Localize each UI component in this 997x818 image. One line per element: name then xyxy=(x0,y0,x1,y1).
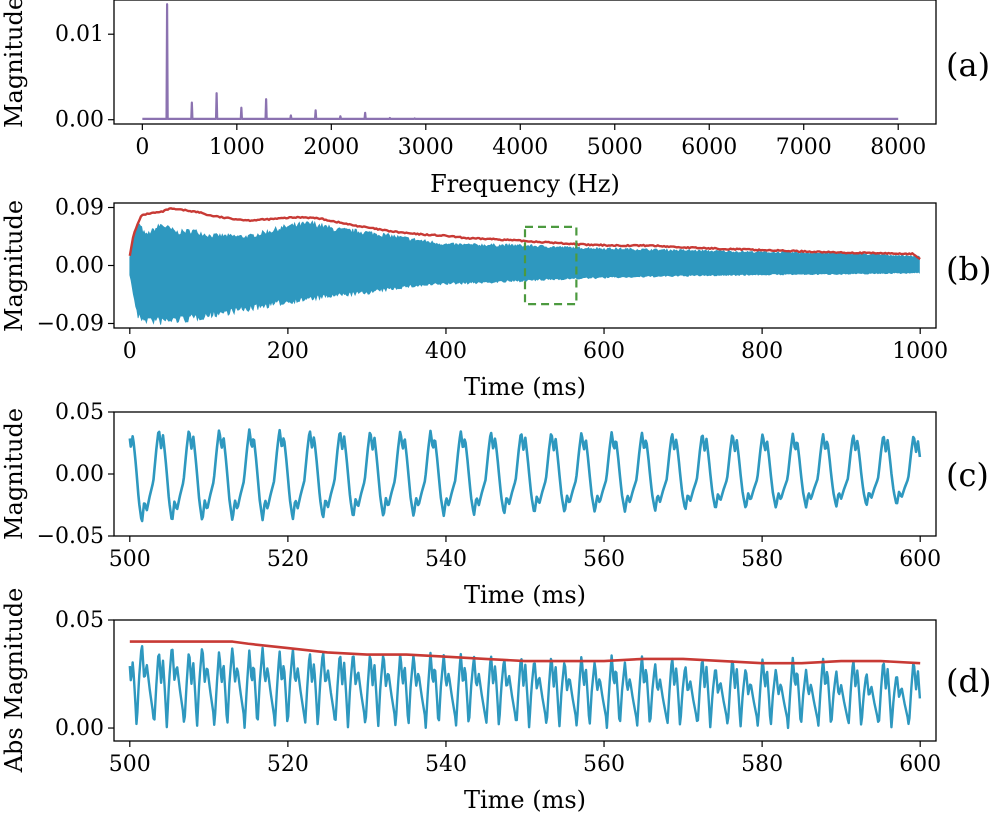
panel-a-xtick-label: 0 xyxy=(135,135,149,160)
panel-d-ylabel: Abs Magnitude xyxy=(0,588,28,774)
panel-c-xtick-label: 500 xyxy=(109,547,151,572)
spectrum-line xyxy=(142,3,899,120)
panel-b-xtick-label: 200 xyxy=(267,339,309,364)
abs-signal-line xyxy=(128,644,922,730)
panel-a-ylabel: Magnitude xyxy=(0,0,28,128)
panel-a-xtick-label: 1000 xyxy=(209,135,265,160)
panel-c-frame xyxy=(113,411,937,537)
panel-d-marks xyxy=(128,640,922,730)
panel-b-label: (b) xyxy=(946,250,991,288)
panel-a-xtick-label: 6000 xyxy=(681,135,737,160)
panel-c-ticks: 500 520 540 560 580 600 −0.05 0.00 0.05 xyxy=(37,400,942,572)
panel-c-xtick-label: 580 xyxy=(741,547,783,572)
panel-b-ytick-label: −0.09 xyxy=(37,311,104,336)
panel-c-zoomed-signal: 500 520 540 560 580 600 −0.05 0.00 0.05 Time (ms… xyxy=(0,400,989,609)
zoomed-signal-line xyxy=(128,428,922,523)
panel-c-xtick-label: 540 xyxy=(425,547,467,572)
panel-b-waveform: 0 200 400 600 800 1000 −0.09 0.00 0.09 Time (ms)… xyxy=(0,196,991,401)
panel-b-ytick-label: 0.09 xyxy=(55,196,104,221)
panel-d-label: (d) xyxy=(946,662,991,700)
panel-c-marks xyxy=(128,428,922,523)
panel-c-ytick-label: −0.05 xyxy=(37,524,104,549)
panel-c-ytick-label: 0.05 xyxy=(55,400,104,425)
panel-d-xtick-label: 560 xyxy=(583,752,625,777)
panel-c-xlabel: Time (ms) xyxy=(464,581,586,609)
panel-d-xtick-label: 540 xyxy=(425,752,467,777)
panel-d-xtick-label: 580 xyxy=(741,752,783,777)
panel-a-xtick-label: 3000 xyxy=(398,135,454,160)
panel-d-frame xyxy=(113,619,937,742)
panel-c-ylabel: Magnitude xyxy=(0,408,28,540)
waveform-envelope xyxy=(128,207,921,261)
panel-c-xtick-label: 560 xyxy=(583,547,625,572)
panel-b-ylabel: Magnitude xyxy=(0,200,28,332)
panel-a-marks xyxy=(142,3,899,120)
panel-b-xtick-label: 400 xyxy=(425,339,467,364)
panel-a-ytick-label: 0.00 xyxy=(55,108,104,133)
panel-d-ytick-label: 0.00 xyxy=(55,716,104,741)
panel-a-frame xyxy=(113,0,937,125)
panel-c-xtick-label: 600 xyxy=(899,547,941,572)
panel-a-xtick-label: 5000 xyxy=(587,135,643,160)
panel-a-spectrum: 0 1000 2000 3000 4000 5000 6000 7000 8000 0.00 0.0… xyxy=(0,0,990,198)
panel-d-ytick-label: 0.05 xyxy=(55,608,104,633)
abs-envelope-line xyxy=(129,640,921,665)
panel-b-xtick-label: 800 xyxy=(741,339,783,364)
panel-a-xtick-label: 8000 xyxy=(870,135,926,160)
panel-c-ytick-label: 0.00 xyxy=(55,462,104,487)
panel-b-xtick-label: 1000 xyxy=(892,339,948,364)
panel-d-xtick-label: 500 xyxy=(109,752,151,777)
panel-a-xtick-label: 2000 xyxy=(303,135,359,160)
panel-b-marks xyxy=(128,207,921,325)
panel-a-xtick-label: 7000 xyxy=(776,135,832,160)
panel-d-ticks: 500 520 540 560 580 600 0.00 0.05 xyxy=(55,608,941,777)
panel-a-xtick-label: 4000 xyxy=(492,135,548,160)
panel-a-ytick-label: 0.01 xyxy=(55,22,104,47)
panel-b-ticks: 0 200 400 600 800 1000 −0.09 0.00 0.09 xyxy=(37,196,949,364)
panel-b-xtick-label: 600 xyxy=(583,339,625,364)
panel-a-label: (a) xyxy=(946,46,990,84)
panel-a-ticks: 0 1000 2000 3000 4000 5000 6000 7000 8000 0.00 0.0… xyxy=(55,22,926,160)
panel-d-xtick-label: 520 xyxy=(267,752,309,777)
panel-a-xlabel: Frequency (Hz) xyxy=(430,170,620,198)
panel-c-label: (c) xyxy=(946,456,989,494)
panel-d-abs-signal: 500 520 540 560 580 600 0.00 0.05 Time (ms) Abs… xyxy=(0,588,991,814)
panel-d-xlabel: Time (ms) xyxy=(464,786,586,814)
panel-b-xtick-label: 0 xyxy=(123,339,137,364)
panel-c-xtick-label: 520 xyxy=(267,547,309,572)
panel-d-xtick-label: 600 xyxy=(899,752,941,777)
panel-b-xlabel: Time (ms) xyxy=(464,373,586,401)
panel-b-ytick-label: 0.00 xyxy=(55,254,104,279)
